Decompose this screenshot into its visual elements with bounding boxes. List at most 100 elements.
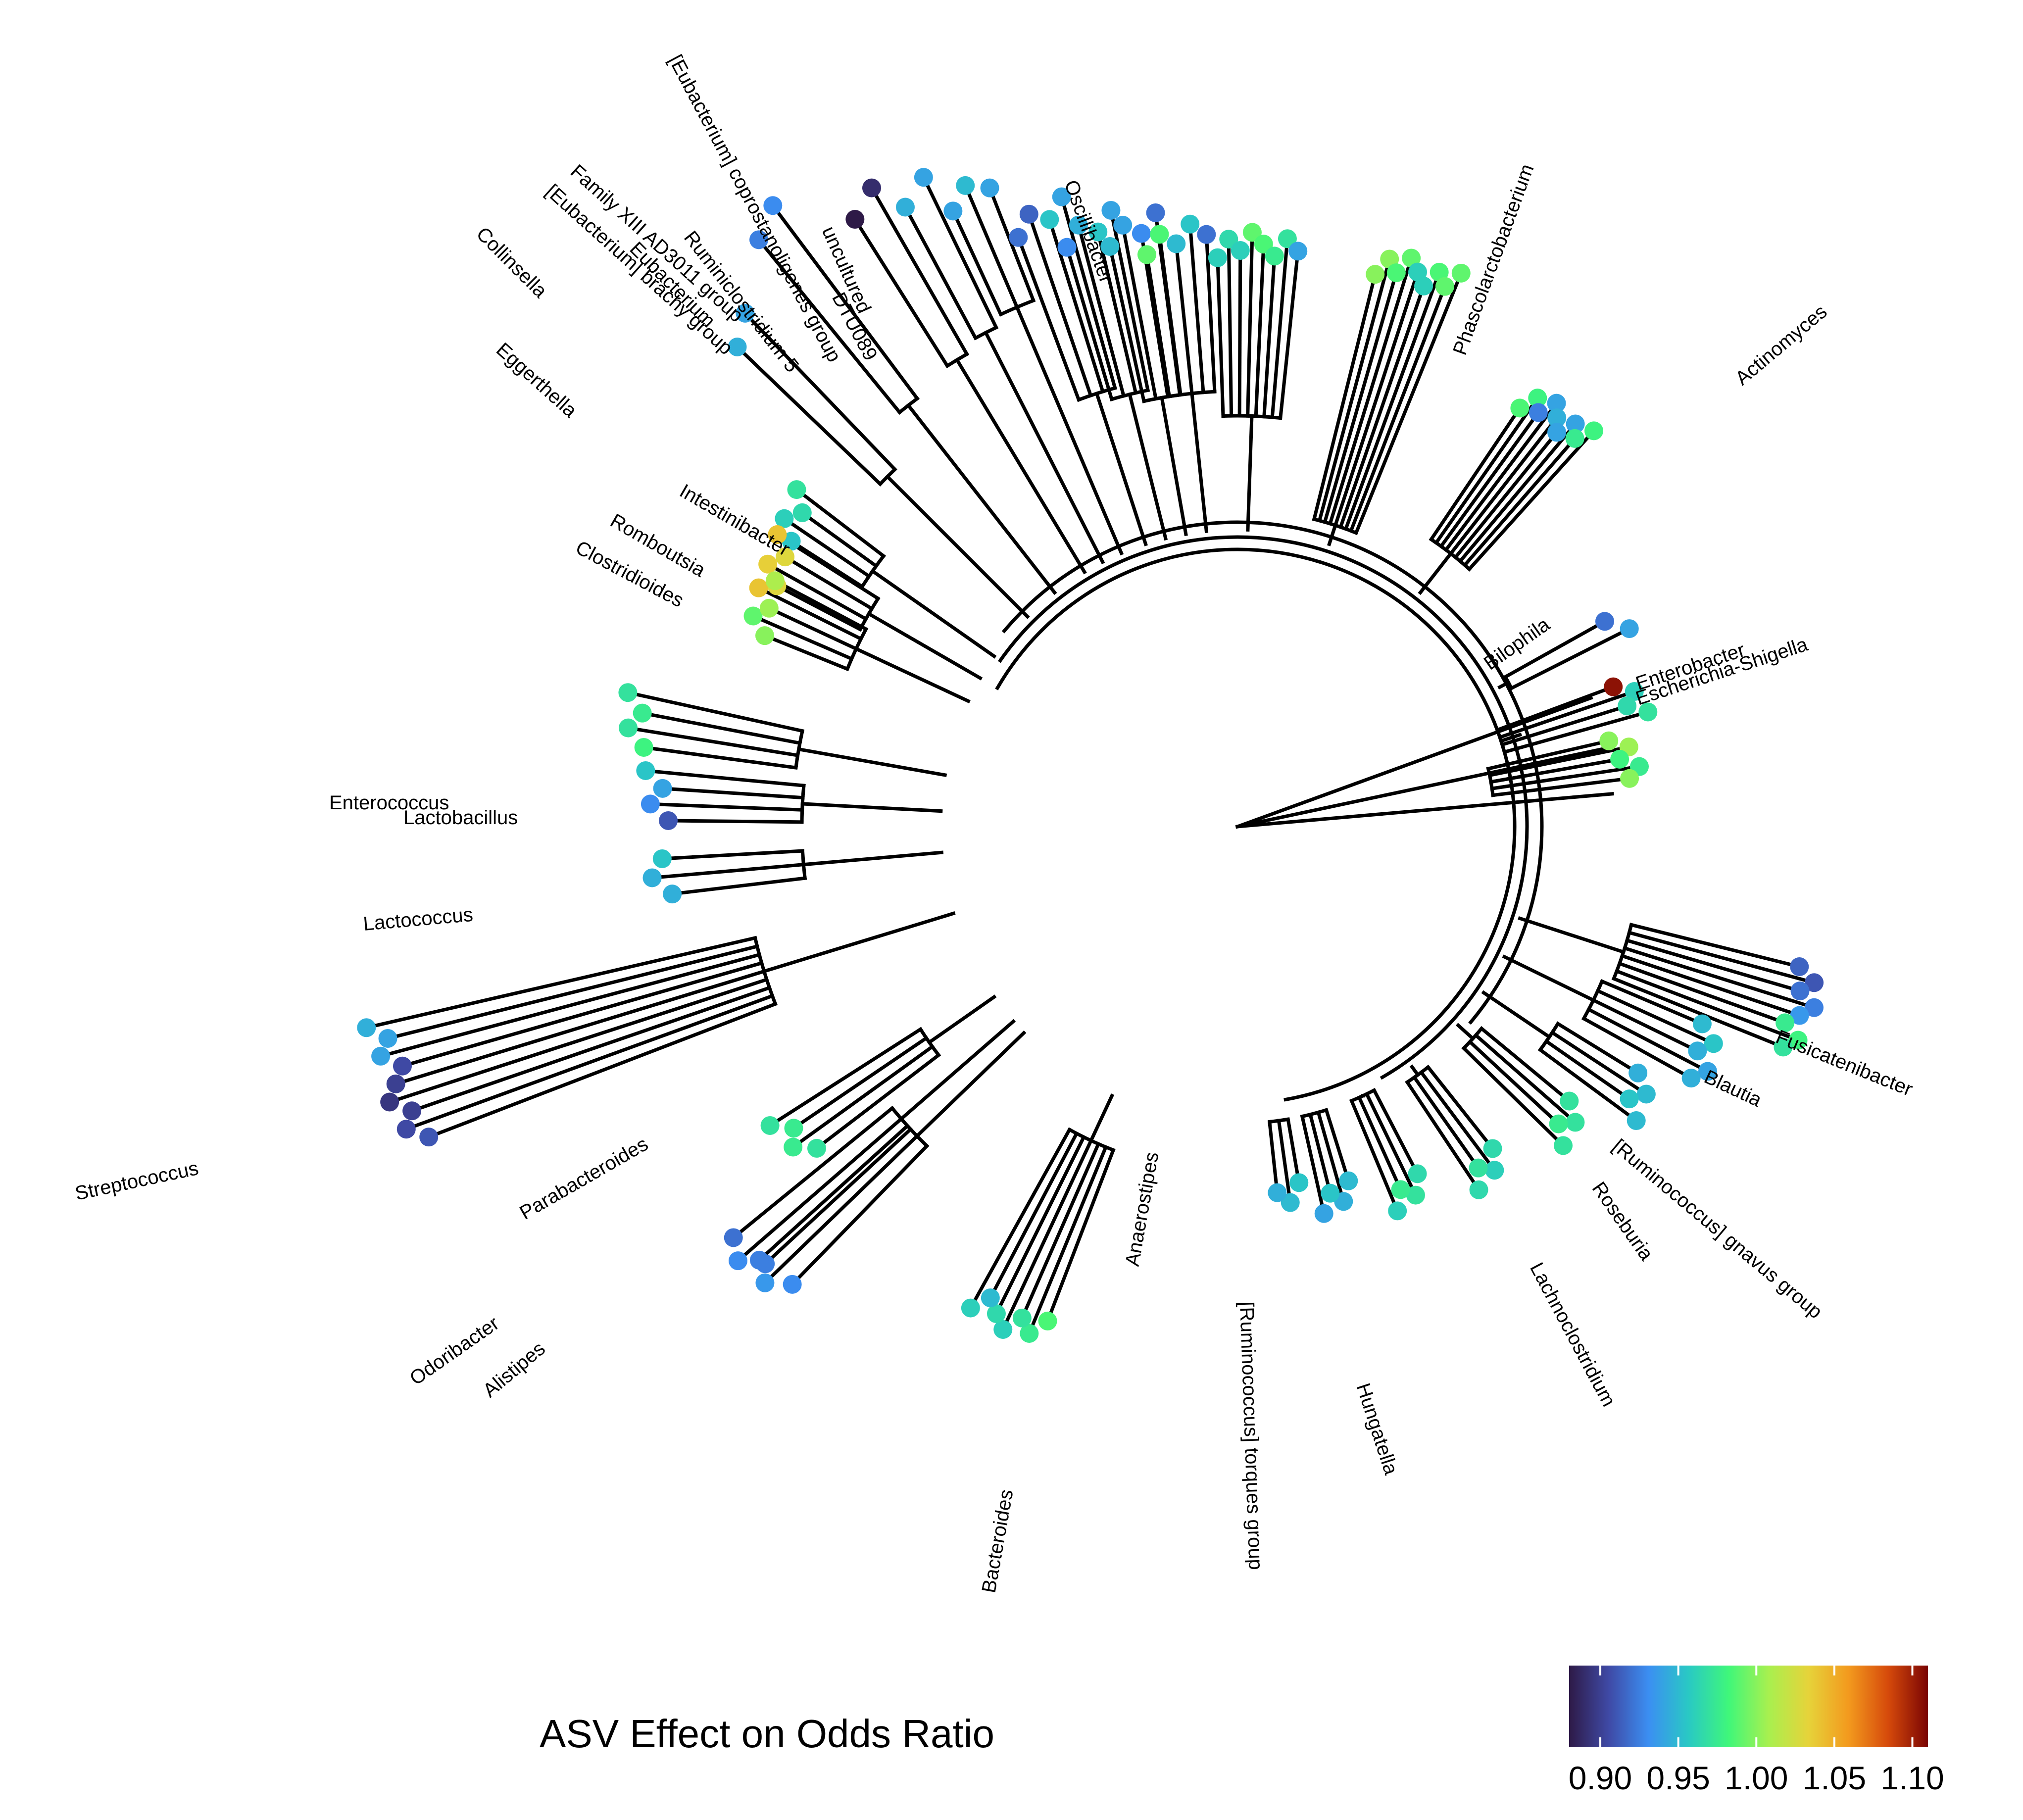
asv-tip-point	[1435, 277, 1454, 296]
asv-tip-point	[1321, 1183, 1340, 1203]
asv-tip-point	[1547, 423, 1567, 442]
asv-tip-point	[1150, 225, 1169, 244]
tip-branch	[921, 175, 999, 330]
tip-branch	[1109, 208, 1150, 393]
asv-tip-point	[1406, 1185, 1425, 1205]
asv-tip-point	[1704, 1034, 1723, 1053]
tip-branch	[1586, 1007, 1710, 1074]
clade-branch	[983, 330, 1105, 565]
asv-tip-point	[1132, 224, 1151, 243]
tip-branch	[1617, 961, 1787, 1025]
clade-branch	[1128, 392, 1168, 541]
asv-tip-point	[396, 1120, 416, 1139]
asv-tip-point	[1408, 1164, 1427, 1183]
asv-tip-point	[1219, 230, 1238, 249]
asv-tip-point	[768, 525, 787, 544]
clade-branch	[1499, 733, 1523, 743]
tip-branch	[1467, 428, 1596, 572]
tip-branch	[1338, 284, 1426, 530]
genus-label: Roseburia	[1588, 1178, 1658, 1265]
asv-tip-point	[1483, 1139, 1502, 1158]
asv-tip-point	[1208, 248, 1227, 267]
asv-tip-point	[1776, 1013, 1795, 1033]
clade-branch	[796, 747, 947, 777]
tip-branch	[1438, 410, 1541, 549]
tip-branch	[1611, 976, 1785, 1049]
genus-label: Lactobacillus	[403, 807, 518, 829]
asv-tip-point	[1625, 682, 1644, 701]
asv-tip-point	[1620, 769, 1639, 788]
tip-branch	[1479, 1026, 1572, 1104]
asv-tip-point	[1069, 215, 1088, 235]
asv-tip-point	[845, 210, 865, 229]
tip-branch	[736, 1116, 904, 1264]
genus-label: Bilophila	[1480, 613, 1554, 674]
tip-branch	[731, 1105, 895, 1240]
asv-tip-point	[642, 868, 662, 887]
tip-branch	[756, 237, 902, 415]
tip-branch	[378, 952, 762, 1059]
genus-label: [Ruminococcus] torques group	[1235, 1301, 1267, 1571]
tip-branch	[1419, 1070, 1497, 1173]
asv-tip-point	[749, 230, 768, 249]
asv-tip-point	[1565, 429, 1584, 448]
genus-label: Lachnoclostridium	[1526, 1259, 1620, 1410]
tip-branch	[783, 554, 875, 611]
asv-tip-point	[724, 1228, 743, 1247]
genus-label: Anaerostipes	[1122, 1150, 1163, 1268]
tip-points	[357, 168, 1824, 1343]
tip-branch	[763, 1127, 913, 1267]
asv-tip-point	[1088, 222, 1108, 242]
genus-label: Eggerthella	[492, 339, 581, 422]
tip-branch	[1349, 1098, 1400, 1213]
asv-tip-point	[736, 303, 755, 323]
tip-branch	[1227, 237, 1234, 418]
asv-tip-point	[1620, 619, 1639, 639]
asv-tip-point	[1019, 204, 1038, 224]
clade-branch	[1455, 1023, 1476, 1041]
tip-branch	[814, 1052, 941, 1151]
asv-tip-point	[1167, 234, 1186, 253]
asv-tip-point	[763, 196, 783, 215]
asv-tip-point	[378, 1029, 397, 1048]
asv-tip-point	[981, 1288, 1000, 1308]
asv-tip-point	[980, 178, 999, 197]
genus-label: Family XIII AD3011 group	[566, 160, 747, 327]
colorbar-tick-label: 0.90	[1569, 1760, 1632, 1796]
tip-branch	[773, 578, 869, 632]
tip-branch	[1500, 703, 1629, 747]
tip-branch	[869, 185, 970, 357]
clade-branch	[1088, 1093, 1115, 1143]
asv-tip-point	[987, 1304, 1006, 1324]
clade-branch	[1160, 395, 1188, 537]
tip-branch	[1262, 254, 1277, 419]
clade-branch	[870, 568, 997, 659]
asv-tip-point	[1242, 223, 1262, 242]
clade-arc	[1300, 1108, 1329, 1119]
tip-branch	[1491, 776, 1631, 797]
asv-tip-point	[1281, 1193, 1300, 1212]
tip-branch	[1045, 1147, 1116, 1324]
genus-label: Parabacteroides	[516, 1133, 652, 1224]
asv-tip-point	[1137, 245, 1156, 264]
tip-branch	[1065, 245, 1114, 401]
asv-tip-point	[1790, 957, 1809, 977]
tip-branch	[1286, 1117, 1301, 1185]
tip-branch	[1412, 1075, 1481, 1171]
asv-tip-point	[792, 503, 812, 522]
asv-tip-point	[1181, 214, 1200, 234]
tip-branch	[1486, 738, 1611, 771]
asv-tip-point	[943, 201, 963, 221]
asv-tip-point	[1254, 235, 1273, 254]
asv-tip-point	[784, 1119, 803, 1138]
clade-branch	[1014, 305, 1124, 556]
genus-label: Blautia	[1701, 1066, 1765, 1111]
tip-branch	[426, 1001, 778, 1139]
tip-branch	[1316, 1110, 1346, 1204]
tip-branch	[1489, 757, 1622, 784]
asv-tip-point	[1595, 612, 1614, 631]
tip-branch	[987, 186, 1036, 303]
asv-tip-point	[1231, 241, 1250, 260]
tip-branch	[988, 1131, 1079, 1300]
asv-tip-point	[1610, 749, 1629, 769]
